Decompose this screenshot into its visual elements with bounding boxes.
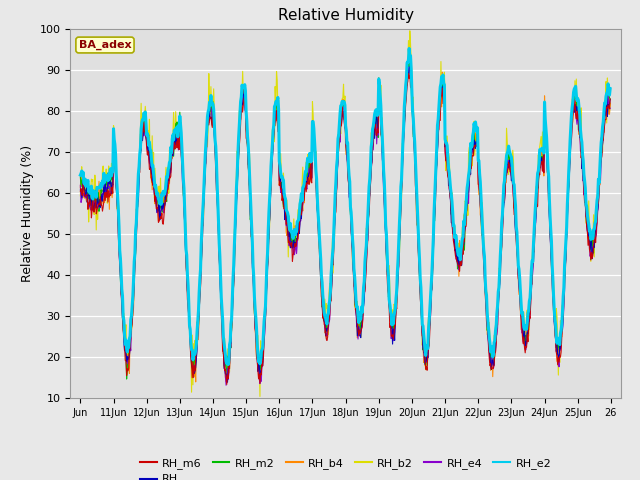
- Title: Relative Humidity: Relative Humidity: [278, 9, 413, 24]
- Legend: RH_m6, RH, RH_m2, RH_b4, RH_b2, RH_e4, RH_e2: RH_m6, RH, RH_m2, RH_b4, RH_b2, RH_e4, R…: [136, 454, 556, 480]
- Text: BA_adex: BA_adex: [79, 40, 131, 50]
- Y-axis label: Relative Humidity (%): Relative Humidity (%): [21, 145, 34, 282]
